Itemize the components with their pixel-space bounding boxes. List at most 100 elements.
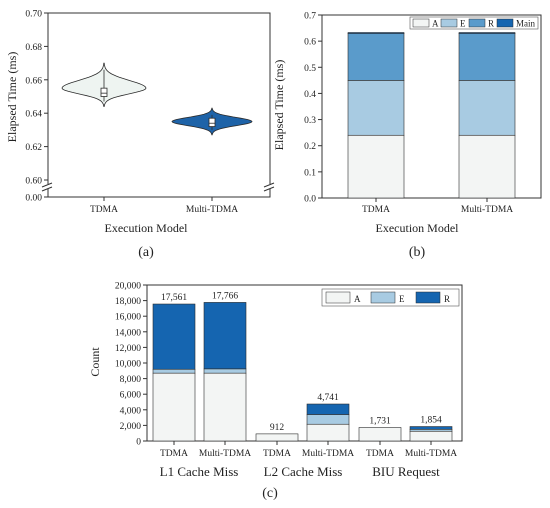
legend-swatch-r (468, 18, 486, 28)
panel-label-b: (b) (409, 245, 426, 260)
bar-segment-a (409, 430, 453, 442)
violin-box (208, 117, 216, 127)
legend-b: A E R Main (409, 16, 539, 30)
x-tick-label-c: TDMA (160, 449, 188, 459)
panel-label-c: (c) (262, 486, 278, 501)
axis-break-gap (265, 184, 275, 189)
x-tick-label-c: Multi-TDMA (302, 449, 354, 459)
y-tick-label-b: 0.5 (304, 64, 316, 74)
y-tick-label-a: 0.60 (25, 177, 42, 187)
x-tick-label-c: TDMA (366, 449, 394, 459)
data-label-total: 4,741 (317, 393, 339, 403)
axis-break-mark (263, 186, 275, 192)
y-tick-label-c: 14,000 (115, 328, 141, 338)
legend-label-r: R (444, 294, 450, 304)
axis-break-mark (263, 182, 275, 188)
bar-segment-a (347, 134, 405, 199)
y-tick-label-b: 0.1 (304, 168, 316, 178)
y-tick-label-c: 0 (136, 438, 141, 448)
bar-segment-r (458, 32, 516, 81)
y-tick-label-a: 0.00 (25, 194, 42, 204)
x-axis-title-b: Execution Model (376, 221, 460, 235)
y-tick-label-a: 0.62 (25, 143, 42, 153)
y-axis-title-a: Elapsed Time (ms) (5, 52, 19, 143)
x-tick-label-b: TDMA (362, 205, 390, 215)
legend-label-a: A (354, 294, 361, 304)
violin-chart-a: Elapsed Time (ms) Execution Model (a) 0.… (5, 10, 275, 260)
plot-frame-a (47, 12, 271, 198)
bar-segment-r (306, 403, 350, 415)
group-label: BIU Request (372, 464, 440, 479)
y-tick-label-b: 0.2 (304, 142, 316, 152)
y-tick-label-b: 0.6 (304, 38, 316, 48)
plot-frame-b (321, 14, 542, 199)
bar-segment-r (409, 426, 453, 430)
y-tick-label-c: 4,000 (120, 406, 142, 416)
bar-segment-r (152, 303, 196, 370)
y-tick-label-c: 2,000 (120, 422, 142, 432)
legend-label-a: A (432, 19, 439, 29)
data-label-total: 17,561 (161, 293, 187, 303)
y-tick-label-c: 18,000 (115, 297, 141, 307)
legend-swatch-e (440, 18, 458, 28)
y-tick-label-a: 0.68 (25, 43, 42, 53)
legend-label-e: E (399, 294, 405, 304)
bar-segment-r (347, 32, 405, 81)
panel-label-a: (a) (138, 245, 154, 260)
bar-segment-a (458, 134, 516, 199)
bar-segment-main (458, 32, 516, 34)
bar-segment-e (203, 368, 247, 374)
data-label-total: 912 (270, 423, 285, 433)
bar-segment-e (152, 368, 196, 374)
y-axis-title-b: Elapsed Time (ms) (272, 60, 286, 151)
x-tick-label-c: TDMA (263, 449, 291, 459)
legend-swatch-a (412, 18, 430, 28)
y-tick-label-c: 10,000 (115, 360, 141, 370)
y-tick-label-b: 0.3 (304, 116, 316, 126)
y-tick-label-a: 0.66 (25, 76, 42, 86)
x-tick-label-b: Multi-TDMA (461, 205, 513, 215)
y-tick-label-b: 0.7 (304, 12, 316, 22)
bar-segment-e (306, 414, 350, 425)
y-axis-title-c: Count (88, 347, 102, 377)
y-tick-label-c: 20,000 (115, 282, 141, 292)
x-tick-label-a: TDMA (90, 205, 118, 215)
violin-box (100, 87, 108, 97)
legend-swatch-r (415, 291, 441, 304)
y-tick-label-a: 0.64 (25, 110, 42, 120)
axis-break-mark (41, 182, 53, 188)
x-axis-title-a: Execution Model (105, 221, 189, 235)
y-tick-label-c: 12,000 (115, 344, 141, 354)
bar-segment-main (347, 32, 405, 34)
x-tick-label-c: Multi-TDMA (199, 449, 251, 459)
legend-label-e: E (460, 19, 466, 29)
bar-segment-a (255, 433, 299, 442)
y-tick-label-b: 0.4 (304, 90, 316, 100)
bar-segment-e (347, 80, 405, 136)
x-tick-label-c: Multi-TDMA (405, 449, 457, 459)
axis-break-mark (41, 186, 53, 192)
bar-segment-e (458, 80, 516, 136)
legend-label-r: R (488, 19, 494, 29)
y-tick-label-c: 16,000 (115, 313, 141, 323)
y-tick-label-c: 6,000 (120, 391, 142, 401)
y-tick-label-a: 0.70 (25, 10, 42, 20)
bar-segment-r (203, 302, 247, 370)
legend-label-main: Main (516, 19, 535, 29)
legend-swatch-e (370, 291, 396, 304)
legend-swatch-main (496, 18, 514, 28)
group-label: L2 Cache Miss (264, 464, 343, 479)
stacked-bar-chart-c: Count (c) 0 2,000 4,000 6,000 8,000 10,000 12,… (88, 282, 463, 501)
y-tick-label-b: 0.0 (304, 195, 316, 205)
data-label-total: 1,854 (420, 416, 442, 426)
legend-swatch-a (325, 291, 351, 304)
stacked-bar-chart-b: Elapsed Time (ms) Execution Model (b) 0.… (272, 12, 542, 260)
bar-segment-a (203, 372, 247, 442)
bar-segment-a (358, 427, 402, 442)
x-tick-label-a: Multi-TDMA (186, 205, 238, 215)
data-label-total: 1,731 (369, 416, 391, 426)
group-label: L1 Cache Miss (160, 464, 239, 479)
bar-segment-a (152, 372, 196, 442)
